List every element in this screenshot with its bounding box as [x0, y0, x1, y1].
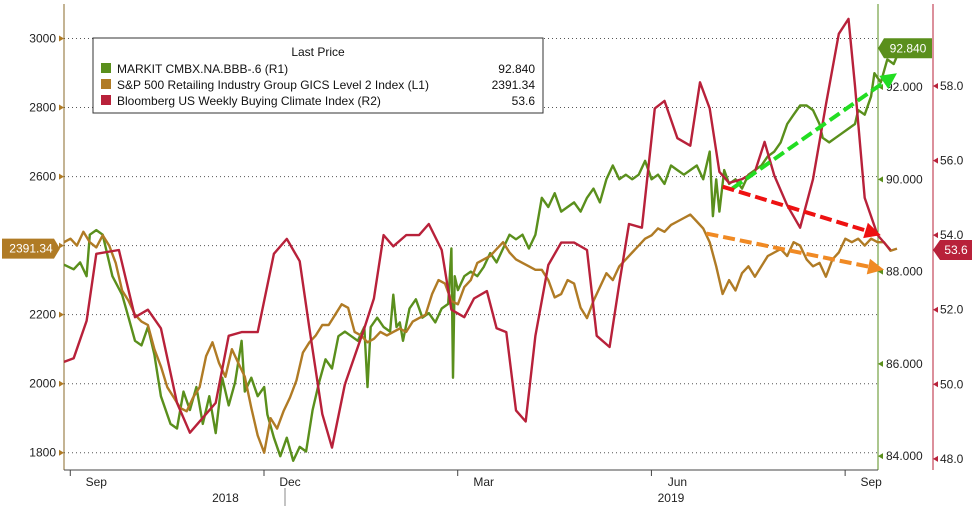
- y-left-tick-label: 1800: [29, 446, 56, 460]
- y-left-tick-label: 2800: [29, 101, 56, 115]
- x-tick-label: Sep: [86, 475, 108, 489]
- y-right2-tick-mark: [933, 157, 938, 164]
- y-right2-tick-label: 50.0: [940, 377, 964, 391]
- series-lines: [63, 17, 902, 462]
- y-right2-tick-mark: [933, 83, 938, 90]
- y-right2-tick-mark: [933, 306, 938, 313]
- legend-swatch: [101, 95, 111, 105]
- y-right2-tick-label: 54.0: [940, 228, 964, 242]
- y-right-tick-mark: [878, 176, 883, 183]
- y-right-tick-label: 84.000: [886, 449, 923, 463]
- series-line: [63, 17, 892, 449]
- x-tick-label: Mar: [473, 475, 494, 489]
- trend-arrows: [706, 73, 897, 275]
- y-right2-tick-label: 56.0: [940, 154, 964, 168]
- y-right2-tick-label: 52.0: [940, 303, 964, 317]
- y-left-tick-mark: [59, 380, 64, 387]
- y-right-tick-label: 86.000: [886, 357, 923, 371]
- trend-arrow-shaft: [706, 231, 869, 269]
- y-left-tick-mark: [59, 449, 64, 456]
- x-tick-label: Jun: [668, 475, 687, 489]
- y-right2-tick-label: 58.0: [940, 79, 964, 93]
- trend-arrow-head: [863, 222, 881, 239]
- x-tick-label: Dec: [279, 475, 300, 489]
- y-right2-tick-mark: [933, 232, 938, 239]
- trend-arrow-shaft: [722, 184, 867, 233]
- legend-entry-value: 92.840: [498, 62, 535, 76]
- axes: 180020002200240026002800300084.00086.000…: [29, 4, 964, 506]
- y-left-tick-mark: [59, 173, 64, 180]
- y-left-tick-mark: [59, 242, 64, 249]
- x-year-label: 2019: [658, 491, 685, 505]
- trend-arrow-head: [866, 258, 885, 275]
- y-right2-tick-label: 48.0: [940, 452, 964, 466]
- x-year-label: 2018: [212, 491, 239, 505]
- y-right-tick-label: 92.000: [886, 80, 923, 94]
- last-value-text: 92.840: [890, 41, 927, 55]
- last-value-badge: [2, 238, 60, 259]
- y-left-tick-mark: [59, 104, 64, 111]
- y-left-tick-mark: [59, 311, 64, 318]
- legend-swatch: [101, 63, 111, 73]
- y-right-tick-mark: [878, 360, 883, 367]
- legend-entry-label: S&P 500 Retailing Industry Group GICS Le…: [117, 78, 429, 92]
- y-right-tick-label: 90.000: [886, 172, 923, 186]
- y-left-tick-label: 3000: [29, 32, 56, 46]
- series-line: [63, 213, 898, 454]
- trend-arrow-head: [879, 73, 897, 89]
- last-value-labels: 92.840 2391.34 53.6: [2, 38, 972, 261]
- legend-entry-label: Bloomberg US Weekly Buying Climate Index…: [117, 94, 381, 108]
- legend-entry-label: MARKIT CMBX.NA.BBB-.6 (R1): [117, 62, 288, 76]
- series-line: [63, 47, 902, 462]
- last-value-badge: [933, 240, 972, 261]
- y-left-tick-mark: [59, 35, 64, 42]
- y-left-tick-label: 2000: [29, 377, 56, 391]
- last-value-badge: [878, 38, 932, 59]
- legend-swatch: [101, 79, 111, 89]
- last-value-text: 53.6: [944, 243, 968, 257]
- y-left-tick-label: 2600: [29, 170, 56, 184]
- trend-arrow-shaft: [731, 80, 886, 191]
- legend-entry-value: 2391.34: [492, 78, 536, 92]
- legend-title: Last Price: [291, 45, 345, 59]
- y-right-tick-mark: [878, 453, 883, 460]
- legend-entry-value: 53.6: [512, 94, 536, 108]
- last-value-text: 2391.34: [9, 242, 53, 256]
- x-tick-label: Sep: [860, 475, 882, 489]
- y-right-tick-label: 88.000: [886, 265, 923, 279]
- y-right2-tick-mark: [933, 455, 938, 462]
- legend-box: [92, 37, 544, 114]
- y-left-tick-label: 2200: [29, 308, 56, 322]
- y-right2-tick-mark: [933, 381, 938, 388]
